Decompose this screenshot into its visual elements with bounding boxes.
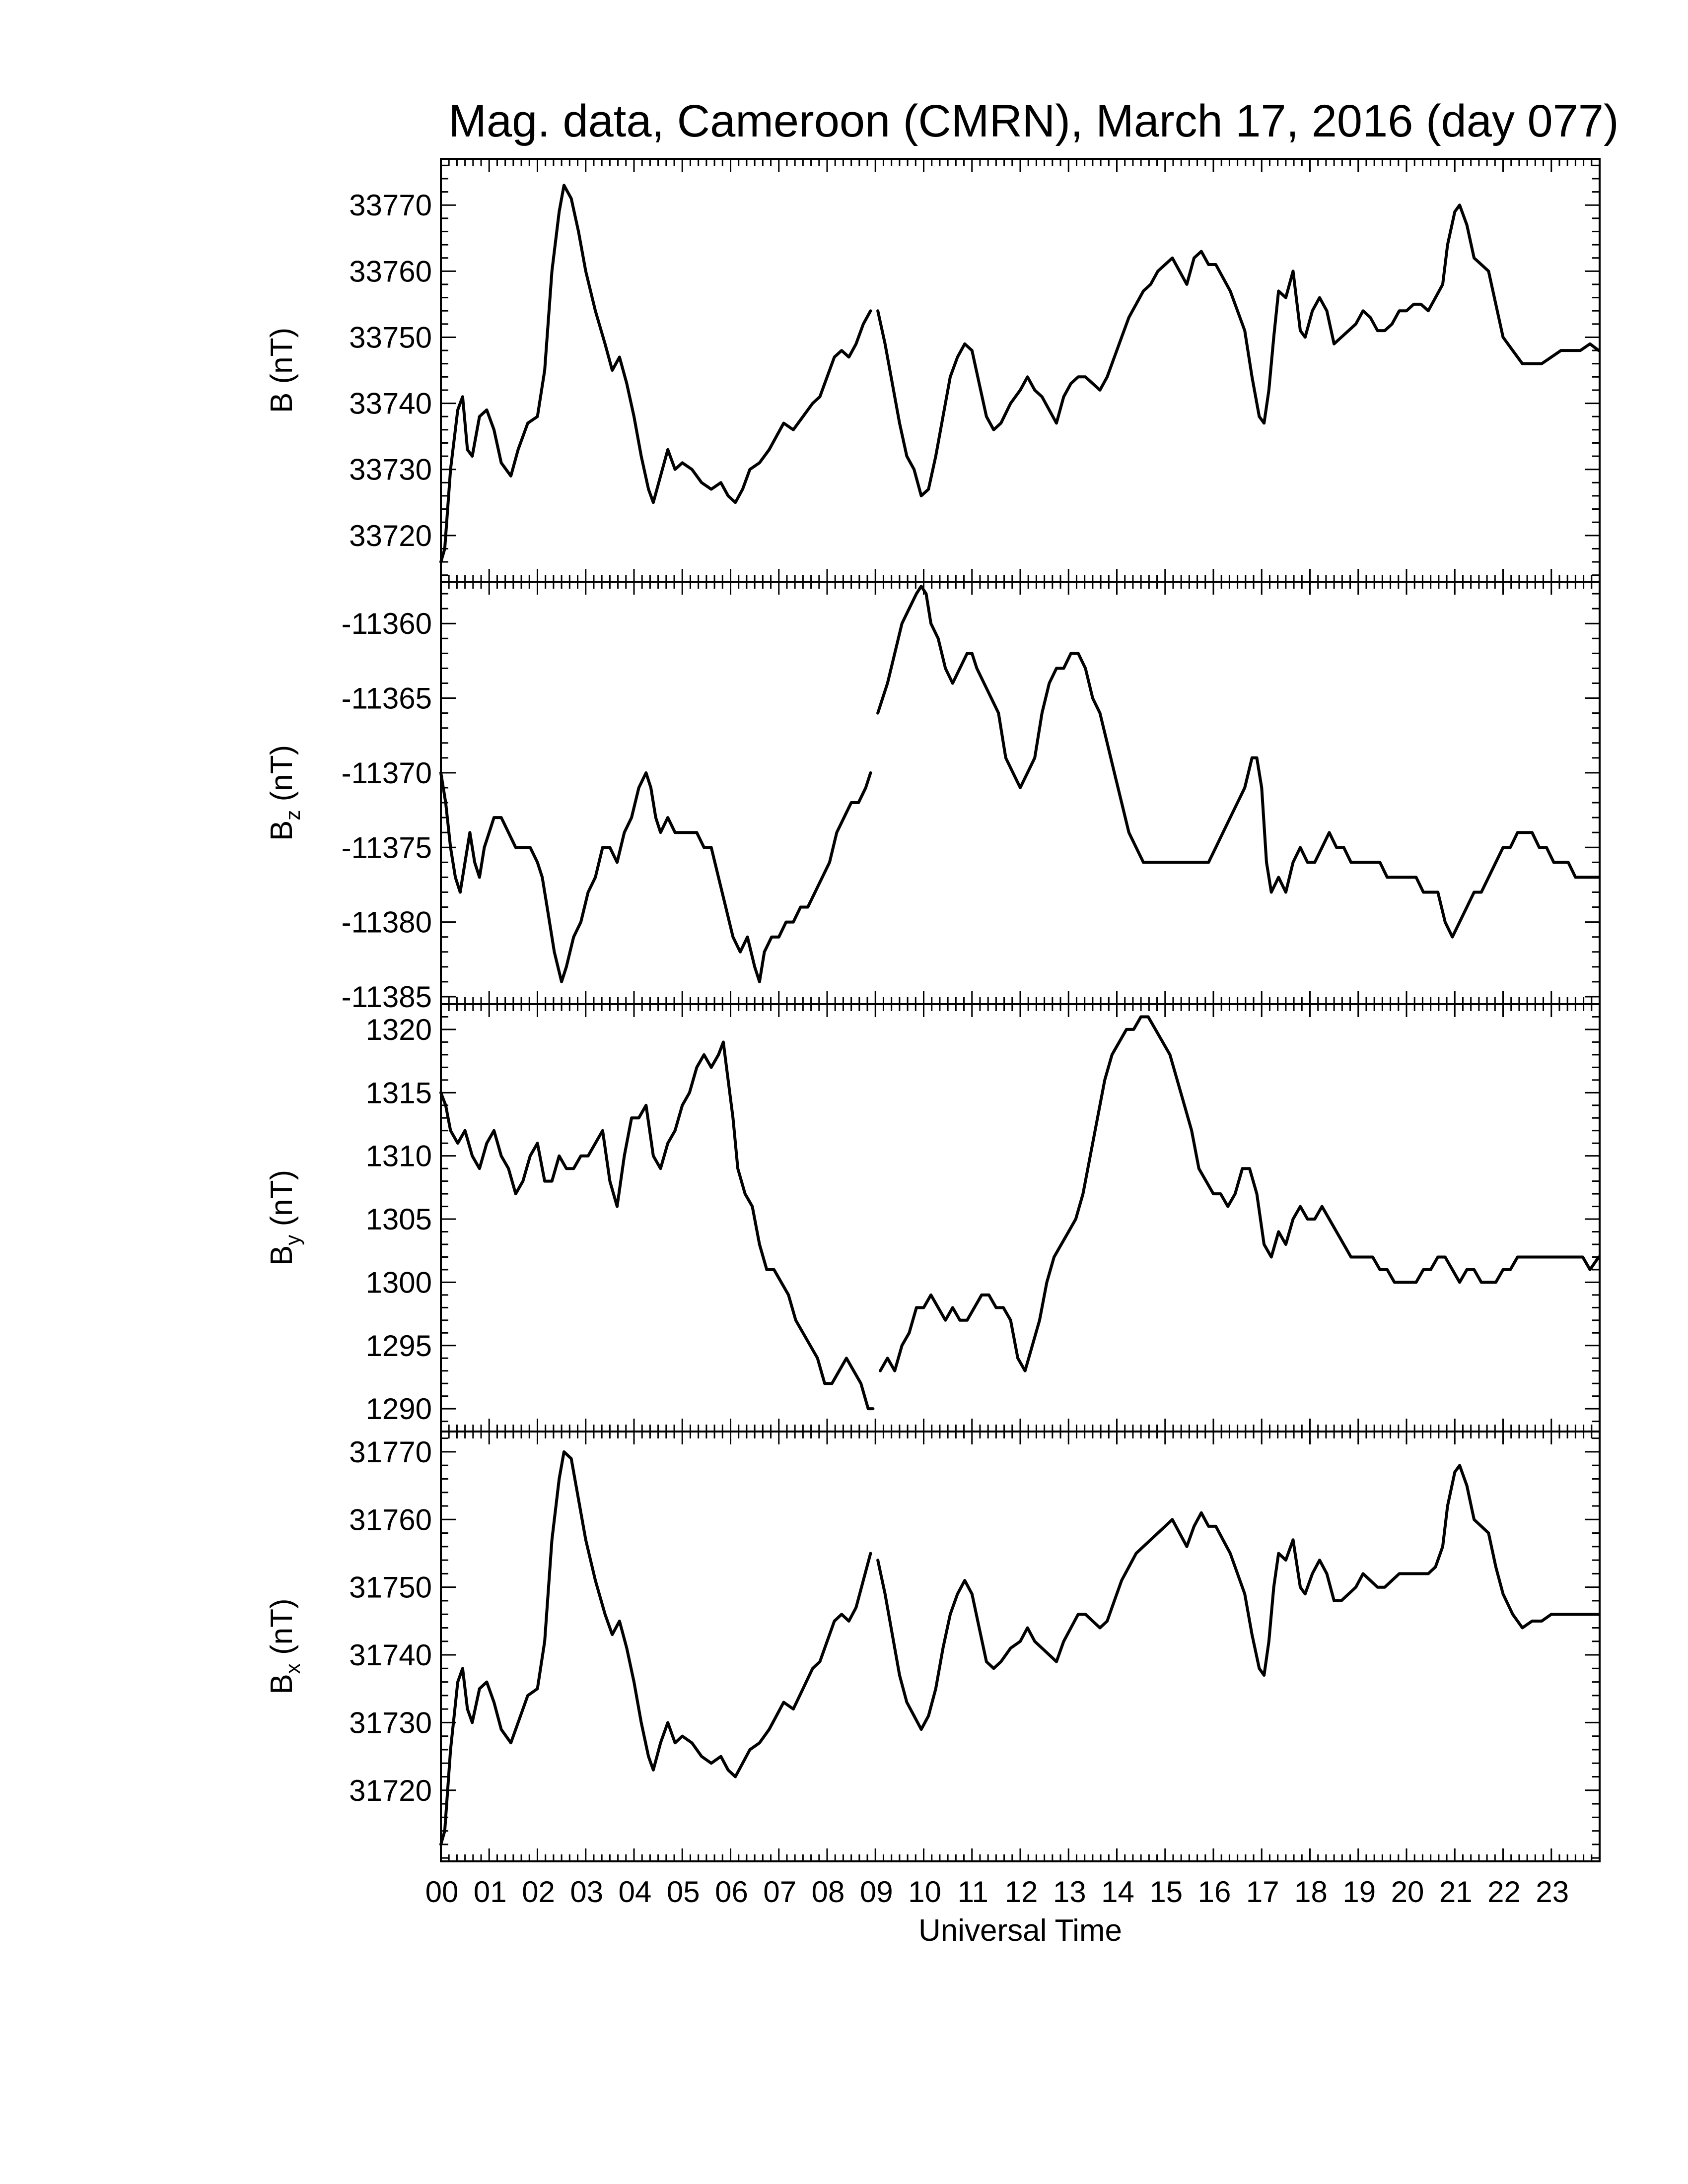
y-tick-label: 31770 [349, 1435, 432, 1469]
x-tick-label: 15 [1149, 1875, 1183, 1909]
x-tick-label: 07 [763, 1875, 796, 1909]
y-tick-label: 1295 [366, 1329, 432, 1363]
y-tick-label: -11380 [342, 906, 432, 939]
x-tick-label: 21 [1439, 1875, 1473, 1909]
y-tick-label: -11370 [342, 756, 432, 790]
chart-title: Mag. data, Cameroon (CMRN), March 17, 20… [448, 96, 1618, 146]
y-tick-label: 1290 [366, 1392, 432, 1426]
x-tick-label: 00 [425, 1875, 459, 1909]
y-tick-label: 1305 [366, 1203, 432, 1236]
y-tick-label: 33740 [349, 387, 432, 420]
x-tick-label: 20 [1391, 1875, 1424, 1909]
y-tick-label: 33730 [349, 453, 432, 486]
y-tick-label: 31730 [349, 1706, 432, 1739]
y-tick-label: 31740 [349, 1638, 432, 1672]
x-tick-label: 02 [522, 1875, 555, 1909]
x-axis-label: Universal Time [918, 1913, 1122, 1948]
series-line-B-segment-2 [876, 204, 1601, 497]
x-tick-label: 04 [619, 1875, 652, 1909]
y-tick-label: 31750 [349, 1571, 432, 1604]
x-tick-label: 16 [1198, 1875, 1231, 1909]
y-tick-label: 31720 [349, 1774, 432, 1807]
y-tick-label: 1300 [366, 1266, 432, 1299]
x-tick-label: 11 [958, 1875, 988, 1909]
y-tick-label: 1315 [366, 1076, 432, 1109]
x-tick-label: 10 [908, 1875, 941, 1909]
panel-frame-Bx [440, 1431, 1601, 1862]
series-line-B-segment-1 [439, 184, 872, 564]
y-tick-label: -11360 [342, 607, 432, 640]
x-tick-label: 12 [1005, 1875, 1038, 1909]
series-line-Bz-segment-2 [876, 585, 1601, 939]
x-tick-label: 13 [1053, 1875, 1086, 1909]
y-tick-label: 33750 [349, 321, 432, 354]
y-tick-label: 33770 [349, 189, 432, 222]
y-tick-label: -11365 [342, 682, 432, 715]
x-tick-label: 14 [1101, 1875, 1134, 1909]
y-tick-label: 1320 [366, 1013, 432, 1046]
x-tick-label: 22 [1487, 1875, 1521, 1909]
x-tick-label: 19 [1342, 1875, 1376, 1909]
y-tick-label: 31760 [349, 1503, 432, 1536]
x-tick-label: 03 [570, 1875, 603, 1909]
panel-frame-B [440, 158, 1601, 583]
series-line-Bx-segment-2 [876, 1464, 1601, 1731]
panel-stack: 33720 33730 33740 33750 33760 33770 B (nT) -113… [265, 158, 1601, 1909]
x-tick-label: 05 [667, 1875, 700, 1909]
y-axis-label-Bz: Bz (nT) [265, 745, 304, 841]
y-tick-label: -11385 [342, 980, 432, 1014]
x-tick-label: 09 [860, 1875, 893, 1909]
y-axis-label-Bx: Bx (nT) [265, 1598, 304, 1694]
panel-Bx: 31720 31730 31740 31750 31760 31770 Bx (nT) [265, 1431, 1601, 1862]
y-tick-label: 33720 [349, 519, 432, 552]
panel-frame-Bz [440, 581, 1601, 1005]
y-tick-label: -11375 [342, 831, 432, 864]
x-tick-label: 06 [715, 1875, 748, 1909]
y-axis-label-By: By (nT) [265, 1170, 304, 1266]
x-tick-label: 23 [1536, 1875, 1569, 1909]
series-line-Bx-segment-1 [439, 1450, 872, 1846]
y-axis-label-B: B (nT) [265, 328, 299, 413]
x-tick-label: 17 [1246, 1875, 1279, 1909]
panel-By: 1290 1295 1300 1305 1310 1315 1320 By (nT) [265, 1003, 1601, 1433]
panel-B: 33720 33730 33740 33750 33760 33770 B (nT) [265, 158, 1601, 583]
x-tick-label: 08 [812, 1875, 845, 1909]
x-tick-label: 18 [1294, 1875, 1328, 1909]
series-line-By-segment-1 [439, 1040, 875, 1411]
y-tick-label: 1310 [366, 1140, 432, 1173]
series-line-Bz-segment-1 [439, 771, 872, 983]
y-tick-label: 33760 [349, 255, 432, 288]
panel-Bz: -11360 -11365 -11370 -11375 -11380 -11385 Bz (… [265, 581, 1601, 1014]
series-line-By-segment-2 [879, 1015, 1601, 1372]
panel-frame-By [440, 1003, 1601, 1433]
x-tick-label: 01 [474, 1875, 507, 1909]
